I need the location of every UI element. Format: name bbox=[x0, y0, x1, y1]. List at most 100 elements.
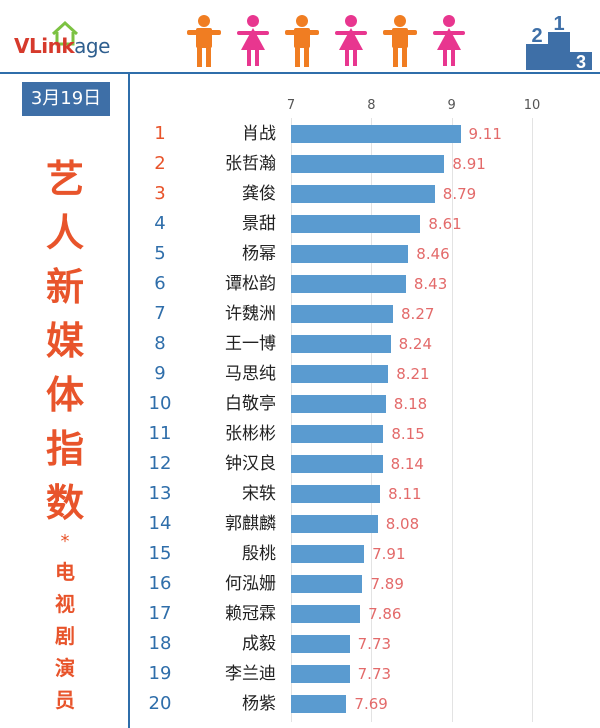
chart-row: 14 郭麒麟 8.08 bbox=[0, 509, 600, 539]
title-char: 体 bbox=[45, 373, 84, 417]
bar bbox=[291, 695, 347, 713]
male-figure-icon bbox=[383, 15, 417, 67]
podium-label-3: 3 bbox=[576, 52, 586, 70]
category-label: 钟汉良 bbox=[225, 454, 276, 474]
bar bbox=[291, 335, 391, 353]
rank-number: 10 bbox=[148, 393, 172, 414]
male-figure-icon bbox=[187, 15, 221, 67]
gridline bbox=[371, 118, 373, 722]
female-figure-icon bbox=[433, 15, 465, 66]
axis-tick-label: 10 bbox=[523, 98, 541, 113]
data-label: 8.18 bbox=[393, 395, 428, 413]
data-label: 8.46 bbox=[416, 245, 450, 263]
data-label: 8.91 bbox=[452, 155, 486, 173]
bar bbox=[291, 185, 435, 203]
chart-row: 10 白敬亭 8.18 bbox=[0, 389, 600, 419]
bar bbox=[291, 515, 378, 533]
category-label: 白敬亭 bbox=[225, 394, 276, 414]
bar bbox=[291, 605, 361, 623]
bar bbox=[291, 365, 389, 383]
podium-label-2: 2 bbox=[531, 25, 542, 47]
subtitle-char: 员 bbox=[55, 688, 75, 712]
data-label: 7.73 bbox=[357, 635, 392, 653]
title-char: 指 bbox=[45, 427, 84, 471]
title-char: 艺 bbox=[45, 157, 84, 201]
rank-number: 2 bbox=[154, 153, 166, 174]
chart-row: 4 景甜 8.61 bbox=[0, 209, 600, 239]
rank-number: 13 bbox=[148, 483, 172, 504]
category-label: 成毅 bbox=[242, 634, 276, 654]
rank-number: 3 bbox=[154, 183, 166, 204]
bar bbox=[291, 395, 386, 413]
bar bbox=[291, 635, 350, 653]
category-label: 王一博 bbox=[225, 334, 276, 354]
data-label: 7.91 bbox=[372, 545, 406, 563]
rank-number: 12 bbox=[148, 453, 172, 474]
bar bbox=[291, 575, 363, 593]
podium-icon: 213 bbox=[526, 14, 592, 70]
category-label: 李兰迪 bbox=[225, 664, 276, 684]
data-label: 8.27 bbox=[401, 305, 435, 323]
people-figures bbox=[186, 14, 476, 68]
podium-label-1: 1 bbox=[553, 14, 564, 35]
axis-tick-label: 9 bbox=[447, 98, 456, 113]
category-label: 景甜 bbox=[242, 214, 276, 234]
chart-row: 20 杨紫 7.69 bbox=[0, 689, 600, 719]
data-label: 8.79 bbox=[442, 185, 477, 203]
axis-tick-label: 7 bbox=[286, 98, 296, 113]
data-label: 7.89 bbox=[370, 575, 404, 593]
category-label: 肖战 bbox=[242, 124, 276, 144]
date-label: 3月19日 bbox=[22, 82, 110, 116]
category-label: 张彬彬 bbox=[225, 424, 276, 444]
gridline bbox=[451, 118, 453, 722]
rank-number: 7 bbox=[154, 303, 166, 324]
rank-number: 6 bbox=[154, 273, 166, 294]
title-char: 媒 bbox=[45, 319, 84, 363]
data-label: 8.21 bbox=[396, 365, 430, 383]
bar bbox=[291, 125, 461, 143]
data-label: 8.15 bbox=[391, 425, 425, 443]
title-star: * bbox=[60, 531, 70, 552]
chart-row: 2 张哲瀚 8.91 bbox=[0, 149, 600, 179]
data-label: 8.14 bbox=[390, 455, 424, 473]
category-label: 殷桃 bbox=[242, 544, 276, 564]
data-label: 8.61 bbox=[428, 215, 462, 233]
data-label: 7.73 bbox=[357, 665, 392, 683]
subtitle-char: 电 bbox=[55, 560, 75, 584]
data-label: 8.11 bbox=[388, 485, 422, 503]
bar bbox=[291, 275, 406, 293]
bar bbox=[291, 425, 384, 443]
category-label: 赖冠霖 bbox=[225, 604, 276, 624]
rank-number: 4 bbox=[154, 213, 166, 234]
female-figure-icon bbox=[237, 15, 269, 66]
chart-row: 9 马思纯 8.21 bbox=[0, 359, 600, 389]
male-figure-icon bbox=[285, 15, 319, 67]
category-label: 谭松韵 bbox=[225, 274, 276, 294]
rank-number: 8 bbox=[154, 333, 166, 354]
chart-row: 8 王一博 8.24 bbox=[0, 329, 600, 359]
chart-row: 1 肖战 9.11 bbox=[0, 119, 600, 149]
title-char: 人 bbox=[45, 211, 84, 255]
gridline bbox=[291, 118, 292, 722]
chart-row: 7 许魏洲 8.27 bbox=[0, 299, 600, 329]
bar bbox=[291, 455, 383, 473]
data-label: 8.08 bbox=[385, 515, 420, 533]
chart-row: 6 谭松韵 8.43 bbox=[0, 269, 600, 299]
rank-number: 1 bbox=[154, 123, 166, 144]
category-label: 马思纯 bbox=[225, 364, 276, 384]
rank-number: 15 bbox=[148, 543, 172, 564]
data-label: 7.86 bbox=[368, 605, 402, 623]
category-label: 郭麒麟 bbox=[225, 514, 276, 534]
rank-number: 17 bbox=[148, 603, 172, 624]
bar bbox=[291, 155, 445, 173]
bar bbox=[291, 305, 394, 323]
axis-tick-label: 8 bbox=[367, 98, 376, 113]
header-divider bbox=[0, 72, 600, 74]
chart-row: 5 杨幂 8.46 bbox=[0, 239, 600, 269]
bar bbox=[291, 215, 421, 233]
category-label: 宋轶 bbox=[242, 484, 276, 504]
chart-row: 12 钟汉良 8.14 bbox=[0, 449, 600, 479]
house-icon bbox=[51, 20, 79, 46]
data-label: 7.69 bbox=[354, 695, 388, 713]
